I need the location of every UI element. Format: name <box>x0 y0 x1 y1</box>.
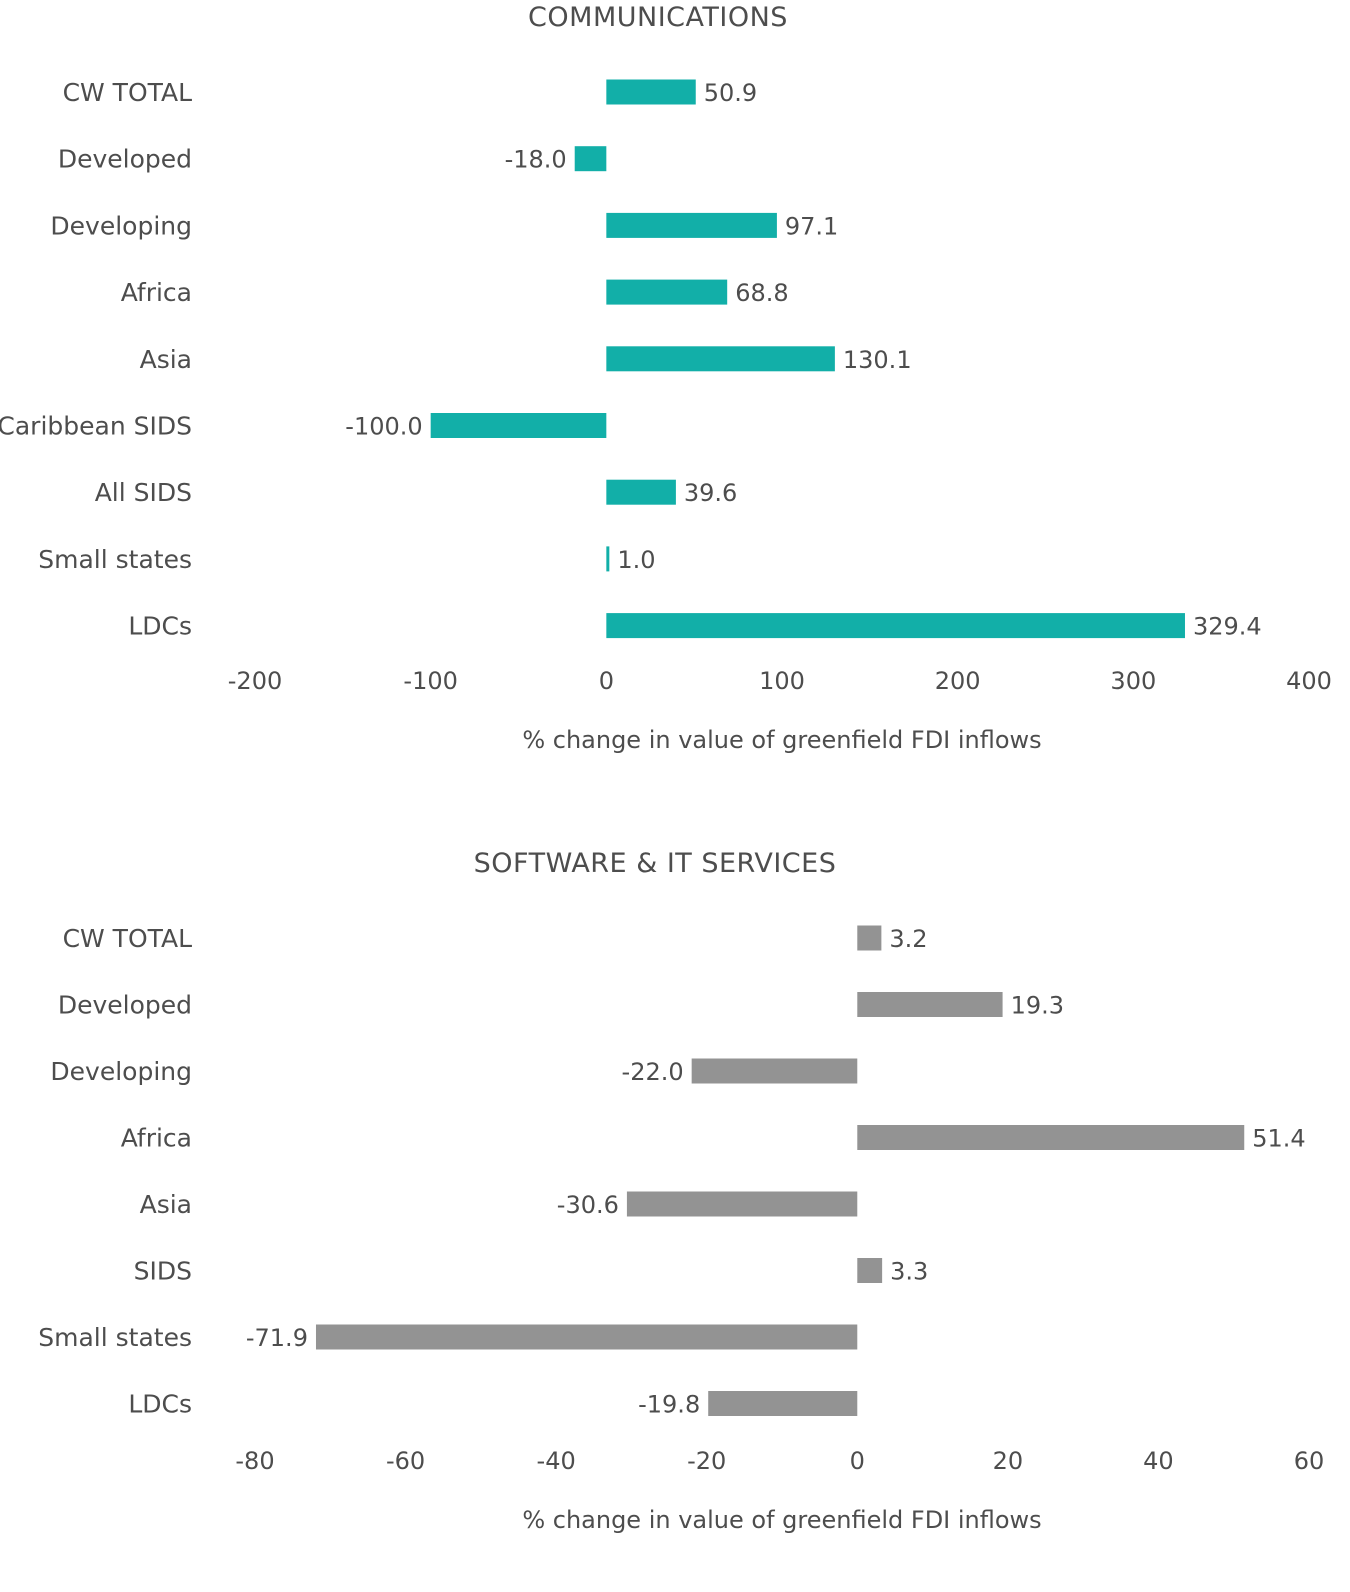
data-label: 19.3 <box>1011 992 1064 1020</box>
bar <box>606 479 676 505</box>
category-label: SIDS <box>134 1257 192 1286</box>
data-label: 130.1 <box>843 346 912 374</box>
category-label: LDCs <box>128 612 192 641</box>
category-label: Developed <box>58 991 192 1020</box>
category-label: CW TOTAL <box>63 924 193 953</box>
bar <box>708 1391 858 1416</box>
category-label: Developing <box>50 1057 192 1086</box>
bar <box>430 413 607 438</box>
bar <box>857 1125 1245 1150</box>
communications-chart: COMMUNICATIONS % change in value of gree… <box>0 2 1332 754</box>
x-tick-label: 200 <box>935 667 981 695</box>
data-label: 97.1 <box>785 212 838 240</box>
x-tick-label: 400 <box>1286 667 1332 695</box>
bar <box>606 346 835 372</box>
data-label: -18.0 <box>505 146 567 174</box>
x-tick-label: 0 <box>599 667 614 695</box>
x-tick-label: -60 <box>386 1447 425 1475</box>
x-tick-label: 20 <box>993 1447 1024 1475</box>
x-tick-label: 300 <box>1110 667 1156 695</box>
x-tick-label: -20 <box>687 1447 726 1475</box>
x-tick-label: -40 <box>537 1447 576 1475</box>
chart-title: COMMUNICATIONS <box>528 2 788 33</box>
chart-title: SOFTWARE & IT SERVICES <box>474 848 837 879</box>
category-label: LDCs <box>128 1390 192 1419</box>
category-label: Developed <box>58 145 192 174</box>
category-label: CW TOTAL <box>63 78 193 107</box>
x-tick-label: -80 <box>235 1447 274 1475</box>
data-label: -30.6 <box>557 1191 619 1219</box>
x-tick-label: -100 <box>403 667 457 695</box>
data-label: 1.0 <box>617 546 655 574</box>
x-tick-label: 60 <box>1294 1447 1325 1475</box>
data-label: -100.0 <box>345 413 422 441</box>
category-label: Asia <box>140 345 192 374</box>
bar <box>626 1191 858 1217</box>
x-tick-label: 0 <box>850 1447 865 1475</box>
x-tick-label: 40 <box>1143 1447 1174 1475</box>
category-label: Asia <box>140 1190 192 1219</box>
category-label: Small states <box>38 1323 192 1352</box>
data-label: 39.6 <box>684 479 737 507</box>
category-label: Small states <box>38 545 192 574</box>
bar <box>574 146 607 172</box>
x-tick-label: 100 <box>759 667 805 695</box>
data-label: 3.2 <box>889 925 927 953</box>
category-label: Caribbean SIDS <box>0 412 192 441</box>
data-label: -19.8 <box>638 1391 700 1419</box>
data-label: 50.9 <box>704 79 757 107</box>
bar <box>606 212 777 238</box>
bar <box>691 1058 858 1084</box>
bar <box>606 79 696 105</box>
software-it-services-chart: SOFTWARE & IT SERVICES % change in value… <box>38 848 1324 1534</box>
data-label: -71.9 <box>246 1324 308 1352</box>
data-label: 51.4 <box>1252 1125 1305 1153</box>
category-label: Developing <box>50 211 192 240</box>
bar <box>315 1324 858 1350</box>
bar <box>606 546 610 572</box>
category-label: Africa <box>121 278 192 307</box>
bar <box>857 1258 883 1283</box>
bar <box>857 925 882 951</box>
bar <box>606 279 728 305</box>
x-axis-title: % change in value of greenfield FDI infl… <box>522 726 1041 754</box>
data-label: 68.8 <box>735 279 788 307</box>
data-label: 3.3 <box>890 1258 928 1286</box>
data-label: 329.4 <box>1193 613 1262 641</box>
x-axis-title: % change in value of greenfield FDI infl… <box>522 1506 1041 1534</box>
data-label: -22.0 <box>622 1058 684 1086</box>
x-tick-label: -200 <box>228 667 282 695</box>
bar <box>606 613 1185 639</box>
category-label: All SIDS <box>95 478 192 507</box>
bar <box>857 992 1003 1017</box>
category-label: Africa <box>121 1124 192 1153</box>
